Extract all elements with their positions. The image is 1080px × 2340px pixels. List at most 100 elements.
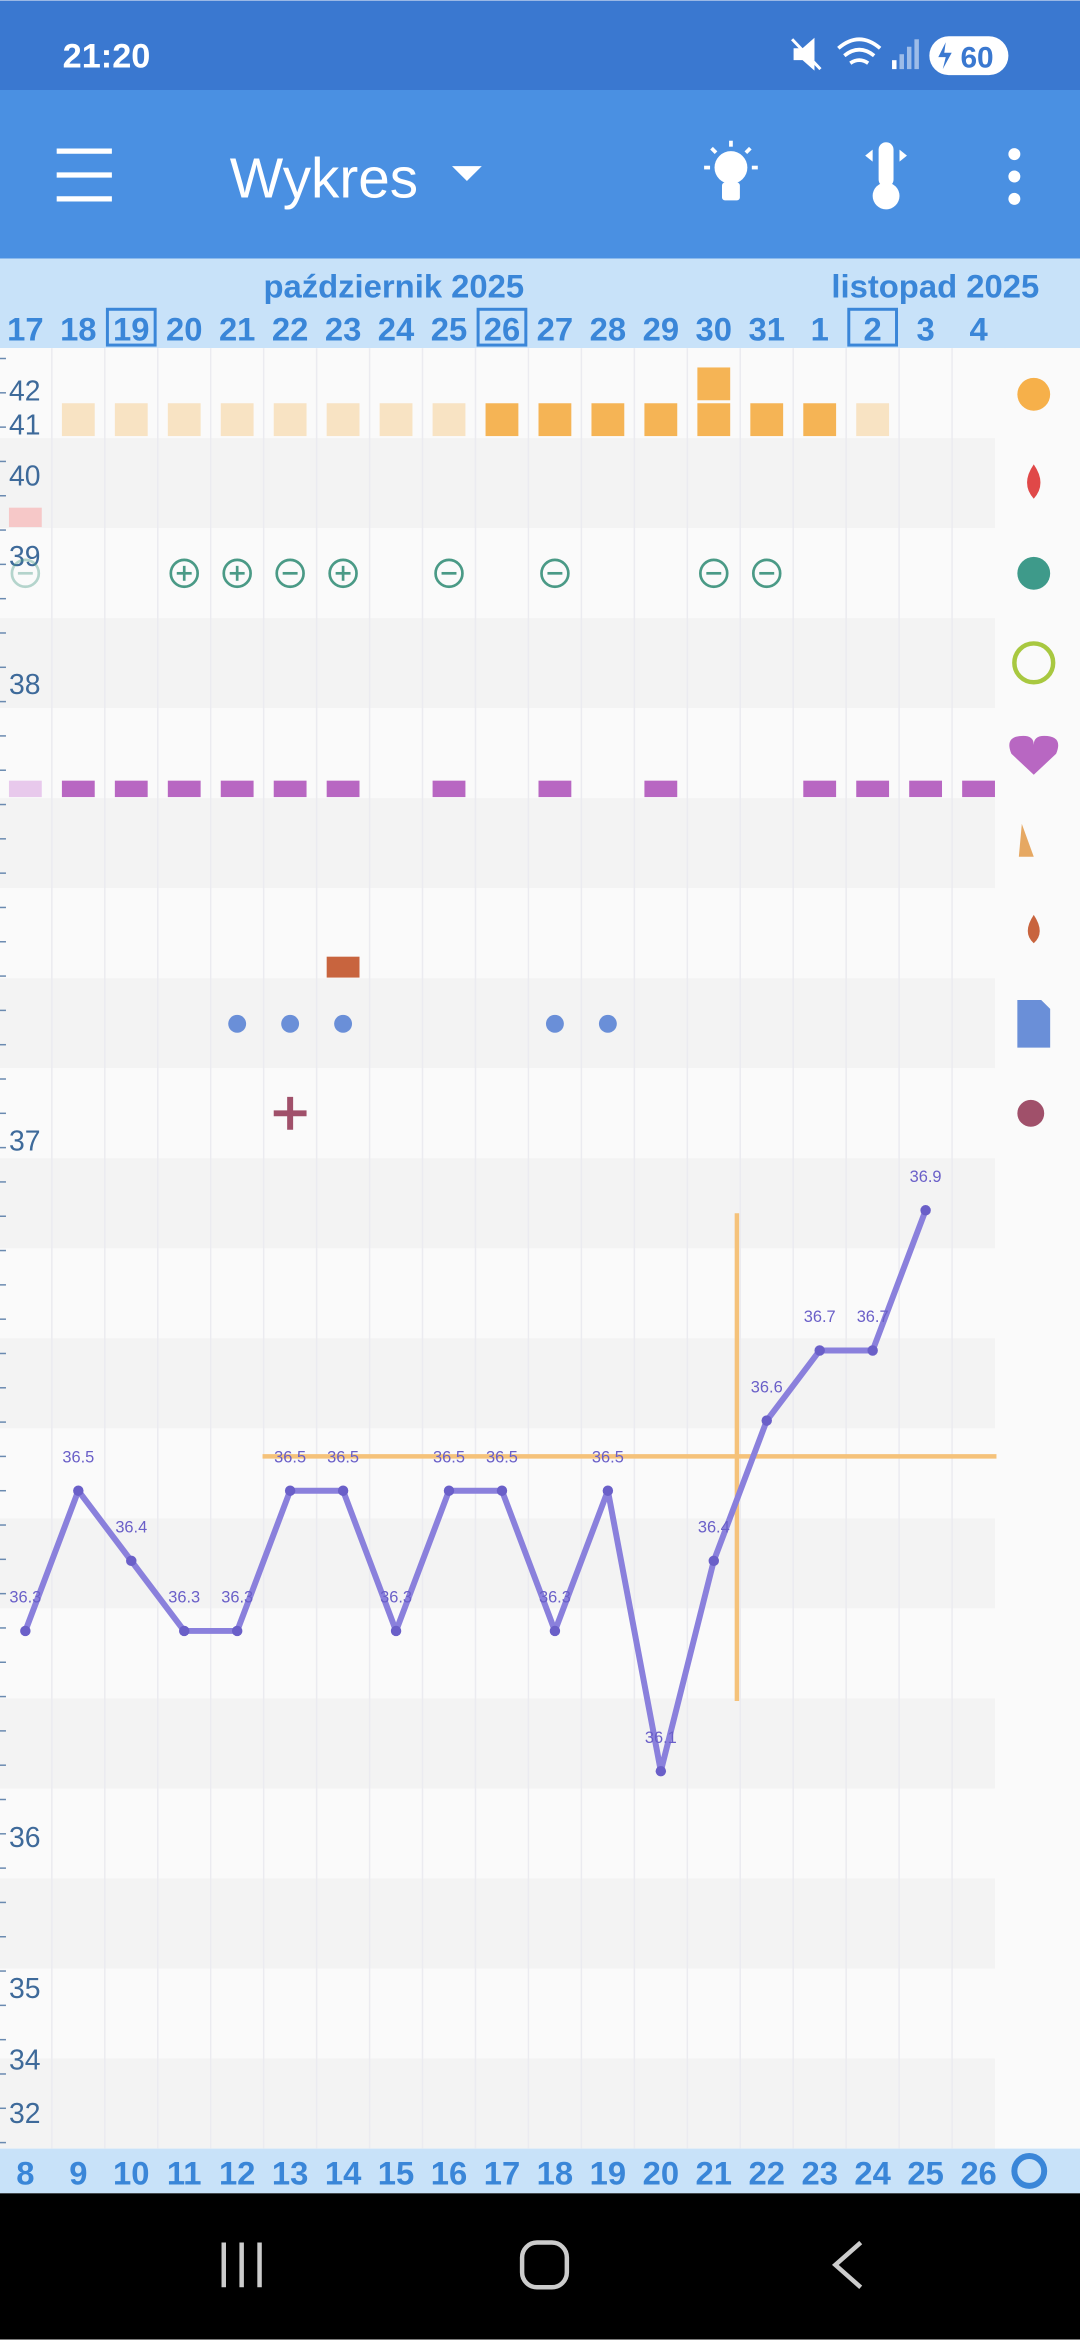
test-mark	[699, 558, 729, 589]
temperature-label: 36.3	[380, 1589, 412, 1607]
period-mark	[379, 403, 413, 437]
dropdown-arrow[interactable]	[451, 166, 482, 181]
temperature-point	[231, 1625, 243, 1637]
menu-button[interactable]	[56, 148, 112, 202]
symptom-icon[interactable]	[1017, 556, 1051, 590]
period-mark	[485, 403, 519, 437]
intercourse-mark	[61, 780, 95, 798]
cycle-day: 12	[219, 2154, 255, 2191]
today-box	[847, 307, 899, 347]
period-mark	[591, 403, 625, 437]
battery	[929, 36, 1009, 76]
today-box	[476, 307, 528, 347]
test-mark	[434, 558, 464, 589]
temperature-label: 36.5	[62, 1448, 94, 1466]
thermometer-button[interactable]	[865, 142, 907, 210]
symptom-icon[interactable]	[1017, 1099, 1045, 1127]
axis-label: 39	[9, 541, 41, 573]
axis-label: 32	[9, 2098, 41, 2130]
row-band	[0, 798, 995, 889]
axis-label: 42	[9, 375, 41, 407]
status-bar	[0, 0, 1080, 90]
period-mark	[61, 403, 95, 437]
symptom-icon[interactable]	[1018, 823, 1034, 857]
temperature-point	[920, 1205, 931, 1216]
temperature-label: 36.3	[168, 1589, 200, 1607]
temperature-label: 36.5	[592, 1448, 624, 1466]
cycle-day: 17	[484, 2154, 520, 2191]
cycle-day: 11	[167, 2154, 202, 2191]
cycle-day: 13	[272, 2154, 308, 2191]
refresh-icon[interactable]	[1011, 2153, 1048, 2189]
temperature-point	[602, 1485, 614, 1496]
cycle-day: 15	[378, 2154, 414, 2191]
row-band	[0, 1158, 995, 1249]
axis-label: 35	[9, 1973, 41, 2005]
cycle-day: 9	[69, 2154, 87, 2191]
intercourse-mark	[273, 780, 307, 798]
temperature-point	[443, 1485, 455, 1496]
temperature-point	[814, 1345, 825, 1356]
cycle-day: 16	[431, 2154, 467, 2191]
temperature-label: 36.5	[327, 1448, 359, 1466]
symptom-icon[interactable]	[1027, 464, 1041, 499]
day-label: 23	[325, 311, 361, 348]
day-label: 4	[969, 311, 988, 348]
test-mark	[751, 558, 782, 589]
temperature-point	[179, 1625, 190, 1637]
day-label: 3	[916, 311, 934, 348]
row-band	[0, 1878, 995, 1969]
symptom-icon[interactable]	[1009, 735, 1059, 775]
day-label: 17	[7, 311, 43, 348]
test-mark	[222, 558, 252, 589]
temperature-label: 36.5	[433, 1448, 465, 1466]
row-band	[0, 1428, 995, 1519]
day-label: 30	[696, 311, 732, 348]
temperature-point	[708, 1555, 720, 1567]
row-band	[0, 1608, 995, 1699]
cycle-day: 10	[113, 2154, 149, 2191]
temperature-label: 36.6	[751, 1378, 783, 1396]
period-mark	[273, 403, 307, 437]
day-label: 20	[166, 311, 202, 348]
month-label: październik 2025	[263, 267, 524, 304]
temperature-point	[337, 1485, 349, 1496]
intercourse-mark	[856, 780, 890, 798]
row-band	[0, 888, 995, 979]
axis-label: 41	[9, 410, 41, 442]
axis-label: 38	[9, 669, 41, 701]
day-label: 22	[272, 311, 308, 348]
period-mark	[432, 403, 466, 437]
symptom-icon[interactable]	[1027, 914, 1040, 944]
symptom-icon[interactable]	[1017, 377, 1051, 411]
period-mark	[114, 403, 148, 437]
row-band	[0, 438, 995, 529]
intercourse-mark	[909, 780, 943, 798]
day-label: 26	[484, 311, 520, 348]
intercourse-mark	[962, 780, 995, 798]
intercourse-mark	[432, 780, 466, 798]
temperature-point	[496, 1485, 508, 1496]
cycle-day: 25	[907, 2154, 943, 2191]
cycle-day: 8	[16, 2154, 34, 2191]
intercourse-mark	[114, 780, 148, 798]
temperature-point	[390, 1625, 402, 1637]
bulb-button[interactable]	[704, 140, 758, 201]
intercourse-mark	[8, 780, 42, 798]
symptom-icon[interactable]	[1017, 999, 1051, 1048]
cycle-day: 23	[801, 2154, 837, 2191]
temperature-point	[655, 1765, 667, 1777]
screen-title[interactable]: Wykres	[230, 147, 418, 210]
test-mark	[169, 558, 199, 589]
day-label: 25	[431, 311, 467, 348]
temperature-label: 36.4	[115, 1518, 147, 1536]
more-button[interactable]	[1008, 148, 1021, 205]
intercourse-mark	[538, 780, 572, 798]
axis-label: 34	[9, 2045, 41, 2077]
symptom-icon[interactable]	[1012, 641, 1056, 685]
nav-bar	[0, 2193, 1080, 2340]
nav-buttons[interactable]	[221, 2240, 863, 2290]
day-label: 1	[811, 311, 829, 348]
note-dot	[281, 1014, 300, 1033]
